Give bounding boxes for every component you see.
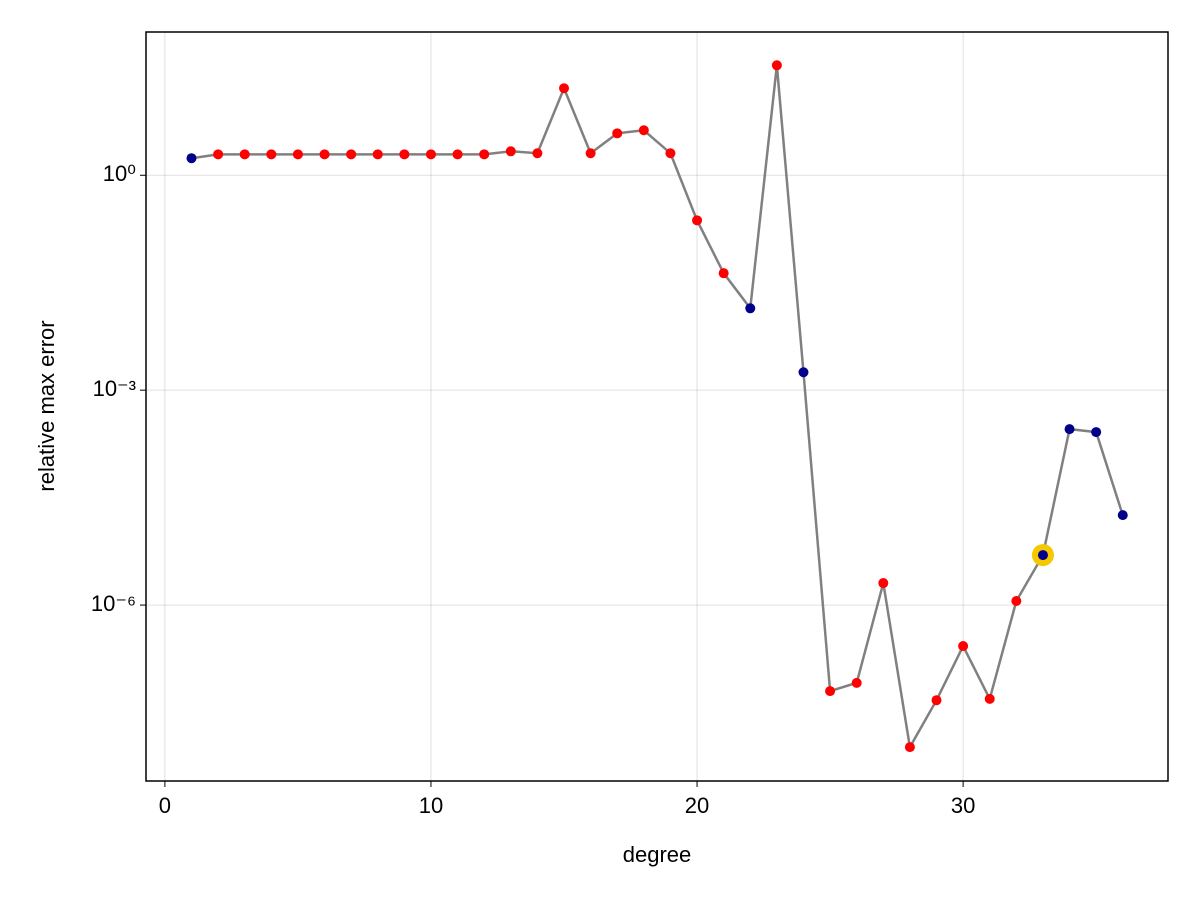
y-tick-label: 10⁻⁶ [91, 591, 136, 616]
point [1011, 595, 1022, 606]
point [718, 268, 729, 279]
x-tick-label: 20 [685, 793, 709, 818]
point [851, 677, 862, 688]
point [266, 149, 277, 160]
point [559, 83, 570, 94]
point [1037, 550, 1048, 561]
point [186, 153, 197, 164]
point [213, 149, 224, 160]
x-tick-label: 10 [419, 793, 443, 818]
point [452, 149, 463, 160]
point [825, 686, 836, 697]
point [479, 149, 490, 160]
point [1064, 424, 1075, 435]
point [319, 149, 330, 160]
plot-frame [145, 31, 1169, 782]
point [745, 303, 756, 314]
point [425, 149, 436, 160]
point [292, 149, 303, 160]
point [638, 125, 649, 136]
x-axis-label: degree [623, 842, 692, 867]
x-tick-label: 0 [159, 793, 171, 818]
point [505, 146, 516, 157]
point [532, 148, 543, 159]
point [372, 149, 383, 160]
y-axis-label: relative max error [34, 320, 59, 491]
point [904, 742, 915, 753]
point [692, 215, 703, 226]
point [798, 367, 809, 378]
point [1117, 510, 1128, 521]
y-tick-label: 10⁰ [103, 161, 136, 186]
x-tick-label: 30 [951, 793, 975, 818]
point [958, 641, 969, 652]
point [984, 693, 995, 704]
point [665, 148, 676, 159]
point [612, 128, 623, 139]
point [878, 578, 889, 589]
series-line [191, 65, 1124, 751]
point [931, 695, 942, 706]
point [399, 149, 410, 160]
point [346, 149, 357, 160]
y-tick-label: 10⁻³ [93, 376, 136, 401]
point [585, 148, 596, 159]
plot-layer: 0 10 20 30 10⁻⁶ 10⁻³ 10⁰ [91, 32, 1168, 818]
point [239, 149, 250, 160]
point [1091, 427, 1102, 438]
point [771, 60, 782, 71]
